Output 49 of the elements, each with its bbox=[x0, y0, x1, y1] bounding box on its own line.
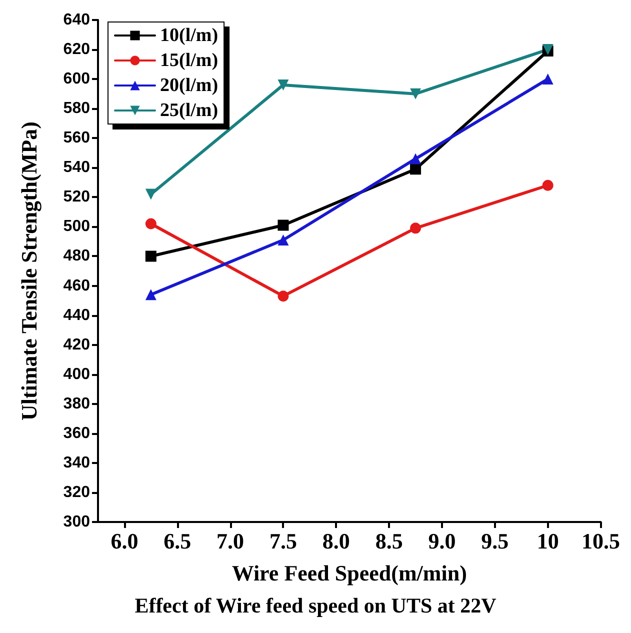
point bbox=[542, 180, 554, 191]
y-tick-label: 440 bbox=[63, 306, 90, 324]
y-tick-label: 580 bbox=[63, 100, 90, 118]
x-tick-label: 9.0 bbox=[428, 528, 456, 554]
x-tick-label: 7.0 bbox=[216, 528, 244, 554]
point bbox=[410, 164, 422, 175]
y-tick-label: 540 bbox=[63, 159, 90, 176]
point bbox=[410, 222, 422, 234]
point bbox=[278, 290, 289, 302]
y-tick-label: 620 bbox=[63, 41, 90, 58]
x-tick-label: 9.5 bbox=[481, 528, 509, 554]
legend-label: 15(l/m) bbox=[160, 50, 218, 71]
point bbox=[145, 289, 156, 300]
x-tick-label: 6.0 bbox=[110, 528, 138, 554]
y-tick-label: 300 bbox=[63, 514, 90, 530]
x-tick-label: 10 bbox=[536, 528, 559, 554]
y-tick-label: 320 bbox=[63, 484, 90, 501]
y-tick-label: 600 bbox=[63, 70, 90, 88]
y-tick-label: 380 bbox=[63, 395, 90, 412]
text: Effect of Wire feed speed on UTS at 22V bbox=[134, 594, 496, 618]
y-tick-label: 500 bbox=[63, 218, 90, 236]
legend-label: 20(l/m) bbox=[160, 75, 218, 96]
x-tick-label: 6.5 bbox=[164, 528, 192, 554]
legend-label: 25(l/m) bbox=[160, 100, 218, 121]
y-axis-title: Ultimate Tensile Strength(MPa) bbox=[16, 121, 42, 421]
y-tick-label: 340 bbox=[63, 454, 90, 472]
x-tick-label: 7.5 bbox=[269, 528, 297, 554]
x-axis-title: Wire Feed Speed(m/min) bbox=[232, 560, 467, 586]
legend-label: 10(l/m) bbox=[160, 25, 218, 46]
point bbox=[542, 74, 554, 85]
point bbox=[278, 220, 289, 231]
x-tick-label: 8.5 bbox=[375, 528, 403, 554]
y-tick-label: 400 bbox=[63, 366, 90, 383]
y-tick-label: 420 bbox=[63, 336, 90, 354]
point bbox=[410, 153, 422, 164]
x-tick-label: 8.0 bbox=[322, 528, 350, 554]
y-tick-label: 560 bbox=[63, 130, 90, 147]
point bbox=[145, 188, 156, 200]
point bbox=[145, 250, 156, 262]
y-tick-label: 480 bbox=[63, 248, 90, 265]
point bbox=[278, 234, 289, 246]
x-tick-label: 10.5 bbox=[582, 528, 620, 554]
y-tick-label: 360 bbox=[63, 424, 90, 442]
point bbox=[278, 79, 289, 90]
point bbox=[145, 218, 156, 230]
point bbox=[410, 88, 422, 100]
y-tick-label: 460 bbox=[63, 277, 90, 294]
y-tick-label: 640 bbox=[63, 12, 90, 28]
y-tick-label: 520 bbox=[63, 188, 90, 206]
